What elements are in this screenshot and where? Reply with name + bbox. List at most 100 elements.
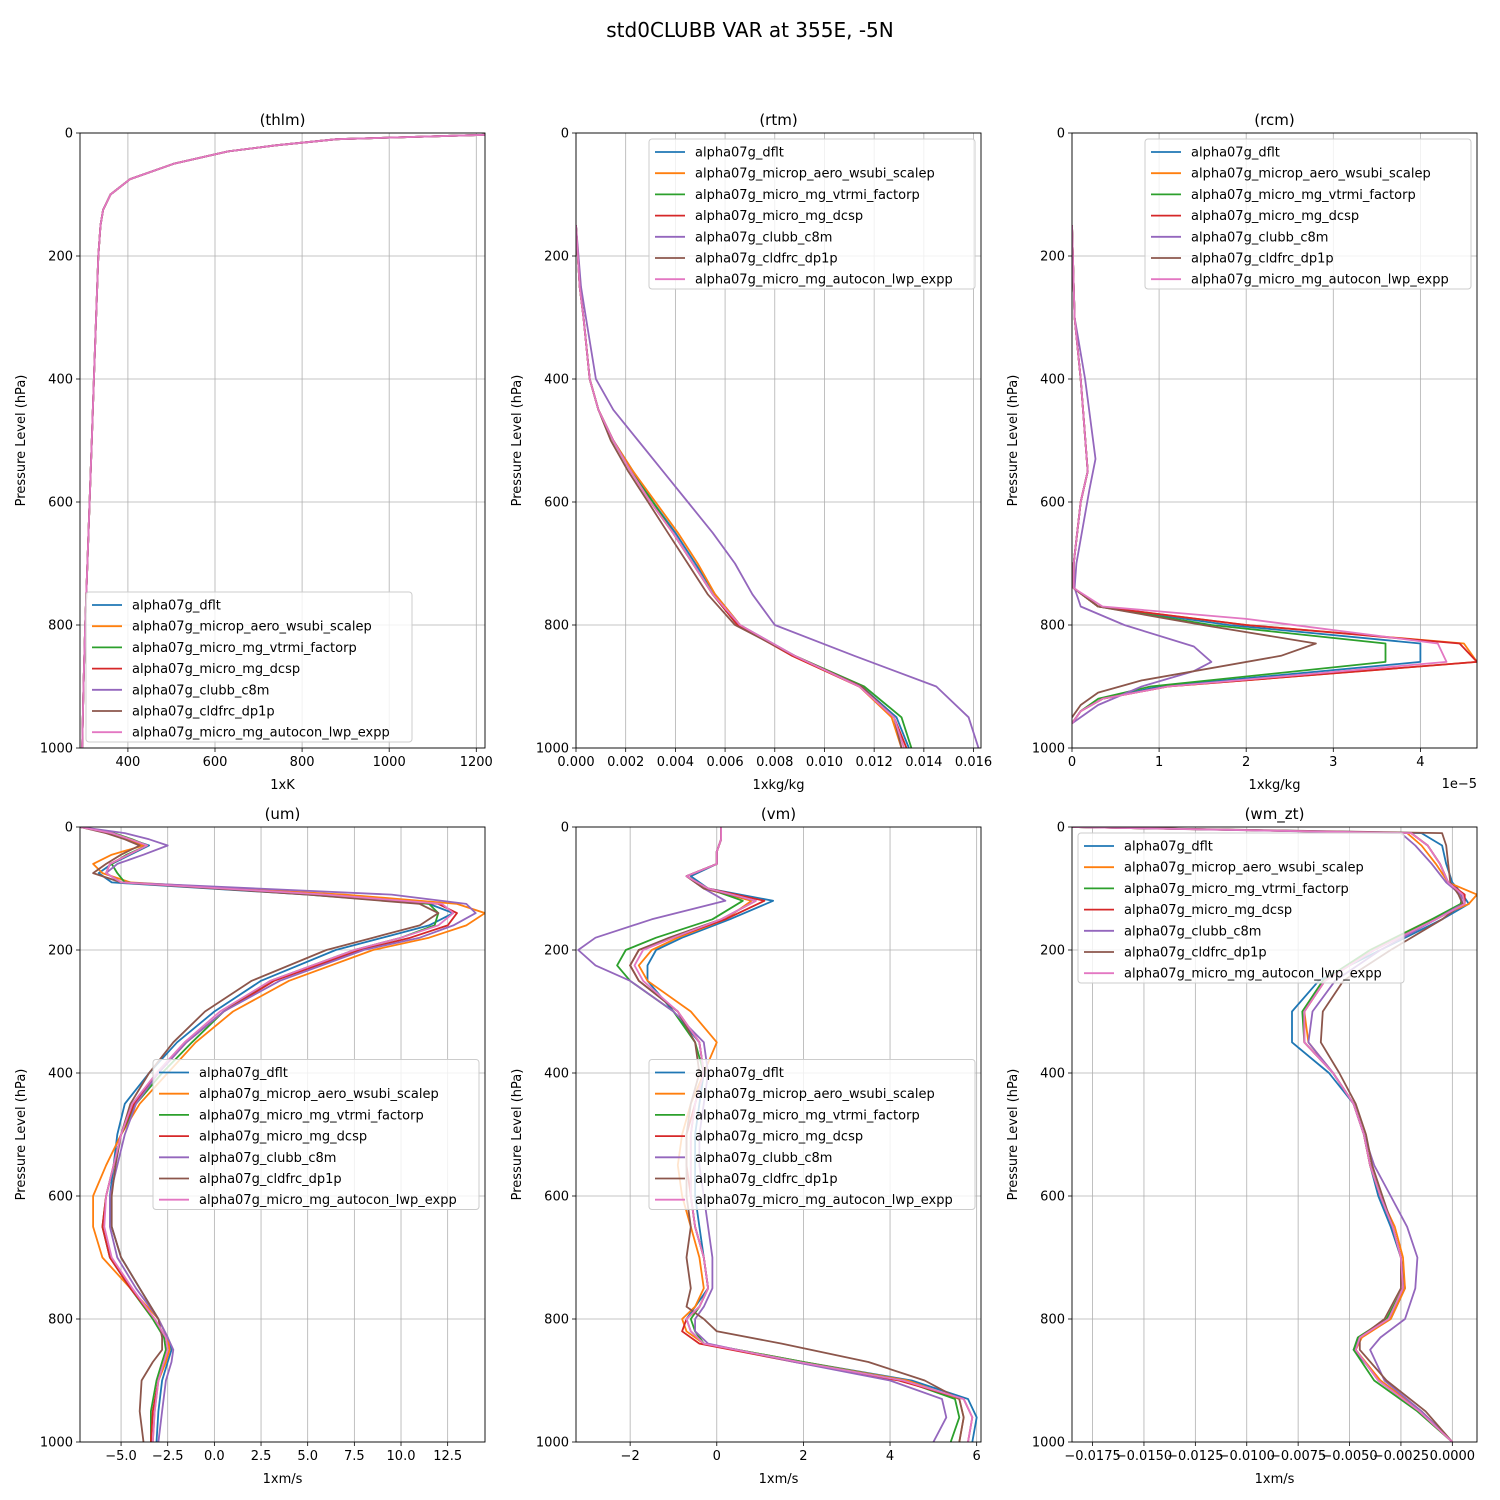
y-tick-label: 400 xyxy=(1040,373,1065,388)
x-tick-label: −0.0150 xyxy=(1116,1449,1172,1464)
x-tick-label: 10.0 xyxy=(387,1449,416,1464)
series-line-alpha07g_cldfrc_dp1p xyxy=(80,827,440,1442)
y-tick-label: 600 xyxy=(544,496,569,511)
x-axis-label: 1xK xyxy=(270,778,295,793)
legend-label: alpha07g_clubb_c8m xyxy=(1124,924,1261,939)
legend-label: alpha07g_dflt xyxy=(132,599,221,614)
subplot-title: (thlm) xyxy=(260,111,306,129)
y-tick-label: 1000 xyxy=(40,1436,73,1451)
y-tick-label: 0 xyxy=(65,127,73,142)
series-line-alpha07g_micro_mg_autocon_lwp_expp xyxy=(80,827,455,1442)
legend-label: alpha07g_dflt xyxy=(199,1066,288,1081)
axes-frame xyxy=(575,132,982,749)
subplot-um: −5.0 −2.5 0.0 2.5 5.0 7.5 10.0 12.5 0 200 400 600 80… xyxy=(14,805,486,1487)
legend-box xyxy=(85,591,413,743)
y-tick-label: 1000 xyxy=(536,1436,569,1451)
legend-box xyxy=(152,1059,480,1210)
legend-label: alpha07g_cldfrc_dp1p xyxy=(695,1172,838,1187)
subplot-title: (rtm) xyxy=(759,111,797,129)
legend-label: alpha07g_micro_mg_dcsp xyxy=(1124,903,1292,918)
x-axis-label: 1xkg/kg xyxy=(1249,778,1301,793)
axes-frame xyxy=(79,132,486,749)
legend-label: alpha07g_micro_mg_vtrmi_factorp xyxy=(695,1108,920,1123)
subplot-thlm: 400 600 800 1000 1200 0 200 400 600 800 1000 (thlm)… xyxy=(14,111,493,793)
y-tick-label: 800 xyxy=(1040,619,1065,634)
legend-label: alpha07g_cldfrc_dp1p xyxy=(1191,252,1334,267)
x-tick-label: 0.0 xyxy=(204,1449,225,1464)
x-tick-label: 4 xyxy=(886,1449,894,1464)
x-tick-label: 2 xyxy=(1242,755,1250,770)
y-tick-label: 200 xyxy=(544,250,569,265)
legend-label: alpha07g_dflt xyxy=(1124,840,1213,855)
x-tick-label: 1200 xyxy=(460,755,493,770)
y-tick-label: 600 xyxy=(544,1190,569,1205)
x-tick-label: 4 xyxy=(1416,755,1424,770)
legend-label: alpha07g_micro_mg_autocon_lwp_expp xyxy=(695,273,953,288)
legend-label: alpha07g_micro_mg_dcsp xyxy=(695,1130,863,1145)
subplot-rtm: 0.000 0.002 0.004 0.006 0.008 0.010 0.012 0.014… xyxy=(510,111,992,793)
legend-label: alpha07g_micro_mg_autocon_lwp_expp xyxy=(1191,273,1449,288)
y-tick-label: 400 xyxy=(48,373,73,388)
series-line-alpha07g_micro_mg_autocon_lwp_expp xyxy=(81,133,485,748)
x-axis-label: 1xm/s xyxy=(1255,1472,1295,1487)
x-tick-label: 2 xyxy=(799,1449,807,1464)
y-tick-label: 600 xyxy=(1040,496,1065,511)
legend: alpha07g_dflt alpha07g_microp_aero_wsubi_… xyxy=(1144,138,1472,290)
x-offset-label: 1e−5 xyxy=(1442,777,1477,792)
y-tick-label: 600 xyxy=(1040,1190,1065,1205)
y-tick-label: 0 xyxy=(561,821,569,836)
series-line-alpha07g_clubb_c8m xyxy=(1072,225,1213,725)
legend: alpha07g_dflt alpha07g_microp_aero_wsubi_… xyxy=(1077,832,1405,984)
x-tick-label: 0.014 xyxy=(905,755,942,770)
legend-label: alpha07g_microp_aero_wsubi_scalep xyxy=(695,167,935,182)
legend-label: alpha07g_micro_mg_dcsp xyxy=(199,1130,367,1145)
x-tick-label: −2 xyxy=(621,1449,640,1464)
legend-label: alpha07g_cldfrc_dp1p xyxy=(199,1172,342,1187)
x-tick-label: 0.000 xyxy=(557,755,594,770)
x-tick-label: 12.5 xyxy=(433,1449,462,1464)
legend-box xyxy=(1077,832,1405,984)
y-tick-label: 0 xyxy=(1057,821,1065,836)
y-tick-label: 400 xyxy=(1040,1067,1065,1082)
subplot-title: (um) xyxy=(265,805,301,823)
y-tick-label: 1000 xyxy=(536,742,569,757)
y-tick-label: 200 xyxy=(1040,944,1065,959)
legend-label: alpha07g_clubb_c8m xyxy=(132,683,269,698)
legend-box xyxy=(1144,138,1472,290)
y-tick-label: 1000 xyxy=(40,742,73,757)
x-tick-label: 800 xyxy=(290,755,315,770)
x-tick-label: −0.0050 xyxy=(1321,1449,1377,1464)
legend-label: alpha07g_dflt xyxy=(695,146,784,161)
x-tick-label: 600 xyxy=(203,755,228,770)
figure-title: std0CLUBB VAR at 355E, -5N xyxy=(606,18,893,42)
x-axis-label: 1xkg/kg xyxy=(753,778,805,793)
y-tick-label: 0 xyxy=(1057,127,1065,142)
legend-label: alpha07g_micro_mg_vtrmi_factorp xyxy=(132,641,357,656)
x-tick-label: 0.006 xyxy=(706,755,743,770)
y-axis-label: Pressure Level (hPa) xyxy=(1006,1069,1021,1201)
x-tick-label: 0 xyxy=(713,1449,721,1464)
x-tick-label: 0.004 xyxy=(657,755,694,770)
x-tick-label: 400 xyxy=(115,755,140,770)
y-tick-label: 200 xyxy=(48,250,73,265)
series-group xyxy=(81,133,485,748)
legend: alpha07g_dflt alpha07g_microp_aero_wsubi_… xyxy=(85,591,413,743)
subplot-rcm: 0 1 2 3 4 0 200 400 600 800 1000 (rcm) 1xkg/kg Pressu… xyxy=(1006,111,1478,793)
subplot-vm: −2 0 2 4 6 0 200 400 600 800 1000 (vm) 1xm/s Pressure… xyxy=(510,805,982,1487)
legend-label: alpha07g_clubb_c8m xyxy=(199,1151,336,1166)
x-tick-label: 1000 xyxy=(373,755,406,770)
x-tick-label: −0.0025 xyxy=(1373,1449,1429,1464)
x-tick-label: 0.010 xyxy=(806,755,843,770)
legend-label: alpha07g_micro_mg_autocon_lwp_expp xyxy=(1124,967,1382,982)
y-tick-label: 200 xyxy=(544,944,569,959)
series-line-alpha07g_micro_mg_autocon_lwp_expp xyxy=(576,225,905,748)
x-tick-label: −0.0175 xyxy=(1064,1449,1120,1464)
y-axis-label: Pressure Level (hPa) xyxy=(510,1069,525,1201)
subplot-title: (rcm) xyxy=(1254,111,1294,129)
legend-label: alpha07g_micro_mg_autocon_lwp_expp xyxy=(695,1193,953,1208)
x-axis-label: 1xm/s xyxy=(263,1472,303,1487)
x-tick-label: −2.5 xyxy=(152,1449,184,1464)
legend-label: alpha07g_microp_aero_wsubi_scalep xyxy=(199,1087,439,1102)
x-tick-label: 0.012 xyxy=(856,755,893,770)
